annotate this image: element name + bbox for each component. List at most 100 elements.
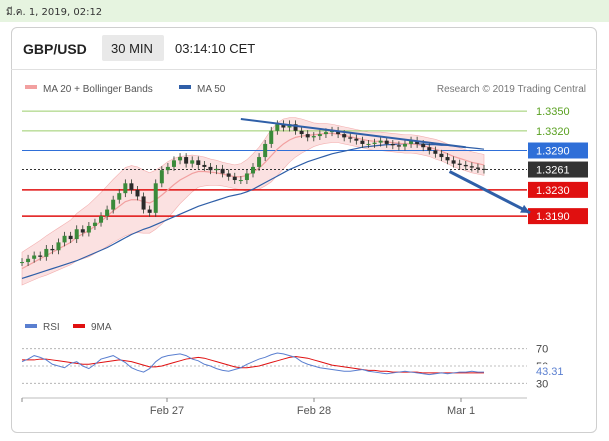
candle-body	[62, 235, 67, 243]
candle-body	[99, 216, 104, 223]
candle-body	[135, 189, 140, 197]
candle-body	[214, 168, 219, 171]
candle-body	[238, 180, 243, 182]
rsi-ma-legend-swatch	[73, 324, 85, 328]
level-label-1.3350: 1.3350	[536, 106, 570, 118]
header-divider	[11, 69, 597, 70]
candle-body	[147, 209, 152, 213]
ma20-legend-label: MA 20 + Bollinger Bands	[43, 84, 153, 95]
candle-body	[336, 130, 341, 135]
candle-body	[208, 166, 213, 171]
x-tick-label: Feb 28	[297, 405, 331, 417]
level-box-1.3261	[528, 161, 588, 178]
candle-body	[32, 255, 37, 259]
level-box-1.3320	[528, 122, 588, 139]
research-credit: Research © 2019 Trading Central	[437, 84, 586, 95]
level-label-1.3190: 1.3190	[536, 211, 570, 223]
x-tick-label: Mar 1	[447, 405, 475, 417]
candle-body	[293, 124, 298, 131]
candle-body	[123, 183, 128, 194]
candle-body	[281, 124, 286, 128]
candle-body	[390, 143, 395, 146]
rsi-plot: 70503043.31	[21, 344, 572, 390]
candle-body	[269, 130, 274, 144]
candle-body	[482, 168, 486, 170]
candle-body	[196, 160, 201, 165]
candle-body	[439, 153, 444, 158]
price-plot: 1.3350 1.3320 1.3290 1.3261 1.3230 1.3190	[20, 103, 588, 286]
candle-body	[475, 167, 480, 169]
candle-body	[330, 130, 335, 133]
candle-body	[421, 143, 426, 148]
candle-body	[317, 134, 322, 137]
candle-body	[20, 262, 24, 264]
candle-body	[190, 160, 195, 164]
candle-body	[275, 124, 280, 131]
rsi-level-label-70: 70	[536, 344, 548, 356]
candle-body	[244, 173, 249, 181]
candle-body	[360, 140, 365, 144]
candle-body	[111, 199, 116, 210]
candle-body	[220, 168, 225, 174]
candle-body	[56, 242, 61, 251]
candle-body	[184, 157, 189, 164]
candle-body	[26, 258, 31, 263]
candle-body	[141, 196, 146, 210]
clock-label: 03:14:10 CET	[175, 41, 256, 56]
candle-body	[232, 176, 237, 181]
candle-body	[171, 160, 176, 167]
timestamp: มี.ค. 1, 2019, 02:12	[6, 7, 103, 18]
x-axis: Feb 27 Feb 28 Mar 1	[21, 397, 527, 417]
candle-body	[202, 164, 207, 167]
bollinger-band	[21, 117, 485, 286]
level-label-1.3320: 1.3320	[536, 126, 570, 138]
candle-body	[433, 150, 438, 154]
candle-body	[451, 160, 456, 164]
candle-body	[117, 193, 122, 200]
candle-body	[251, 166, 255, 174]
candle-body	[445, 157, 450, 161]
level-box-1.3350	[528, 103, 588, 120]
rsi-current-box	[528, 364, 572, 379]
level-box-1.3190	[528, 208, 588, 225]
candle-body	[427, 147, 432, 151]
candle-body	[415, 140, 420, 144]
candle-body	[463, 164, 468, 167]
candle-body	[92, 222, 97, 226]
forecast-arrow-head	[520, 204, 531, 213]
ma50-legend-swatch	[179, 85, 191, 89]
candle-body	[384, 140, 389, 144]
candle-body	[372, 142, 377, 144]
candle-body	[311, 136, 316, 138]
candle-body	[305, 134, 310, 138]
candle-body	[129, 183, 134, 190]
candle-body	[469, 166, 474, 168]
candle-body	[257, 157, 262, 167]
candle-body	[74, 229, 79, 240]
candle-body	[80, 229, 85, 233]
ma50-legend-label: MA 50	[197, 84, 226, 95]
timeframe-label: 30 MIN	[111, 41, 153, 56]
x-tick-label: Feb 27	[150, 405, 184, 417]
candle-body	[38, 255, 43, 257]
candle-body	[402, 143, 407, 147]
candle-body	[86, 225, 91, 233]
candle-body	[342, 134, 347, 138]
rsi-current-label: 43.31	[536, 366, 564, 378]
ma20-legend-swatch	[25, 85, 37, 89]
candle-body	[348, 137, 353, 139]
candle-body	[226, 173, 231, 177]
rsi-ma-legend-label: 9MA	[91, 322, 112, 333]
level-label-1.3290: 1.3290	[536, 146, 570, 158]
rsi-legend-label: RSI	[43, 322, 60, 333]
rsi-level-label-30: 30	[536, 378, 548, 390]
timeframe-button[interactable]: 30 MIN	[102, 35, 164, 61]
candle-body	[68, 235, 73, 240]
candle-body	[366, 143, 371, 145]
candle-body	[396, 145, 401, 147]
candle-body	[323, 132, 328, 135]
candle-body	[354, 138, 359, 141]
candle-body	[105, 209, 110, 217]
price-legend: MA 20 + Bollinger Bands MA 50 Research ©…	[25, 84, 586, 95]
